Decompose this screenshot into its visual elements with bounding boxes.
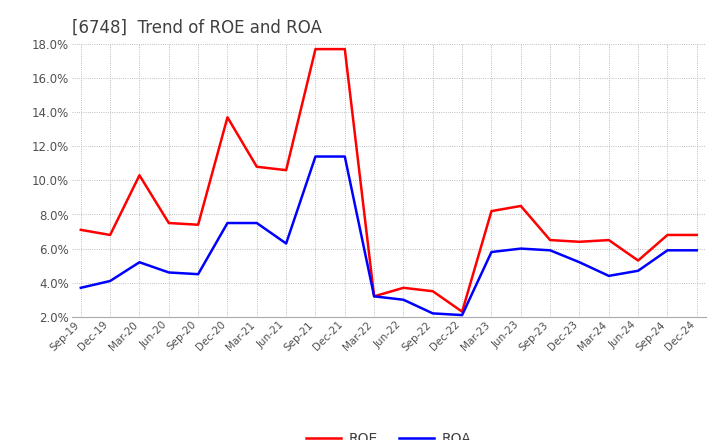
ROA	[282, 241, 290, 246]
ROE	[194, 222, 202, 227]
ROA	[164, 270, 173, 275]
ROE	[76, 227, 85, 232]
ROE	[253, 164, 261, 169]
ROA	[370, 294, 379, 299]
ROE	[370, 294, 379, 299]
ROA	[311, 154, 320, 159]
ROE	[428, 289, 437, 294]
ROE	[693, 232, 701, 238]
ROA	[194, 271, 202, 277]
ROA	[135, 260, 144, 265]
ROE	[135, 172, 144, 178]
ROE	[634, 258, 642, 263]
ROA	[341, 154, 349, 159]
ROA	[487, 249, 496, 255]
Legend: ROE, ROA: ROE, ROA	[300, 427, 477, 440]
Line: ROE: ROE	[81, 49, 697, 312]
ROA	[634, 268, 642, 273]
ROE	[282, 168, 290, 173]
ROA	[428, 311, 437, 316]
ROE	[311, 47, 320, 52]
ROE	[399, 285, 408, 290]
ROA	[253, 220, 261, 226]
ROA	[223, 220, 232, 226]
Line: ROA: ROA	[81, 157, 697, 315]
ROE	[223, 115, 232, 120]
ROE	[516, 203, 525, 209]
ROA	[76, 285, 85, 290]
ROE	[106, 232, 114, 238]
ROE	[458, 309, 467, 314]
ROA	[516, 246, 525, 251]
ROA	[458, 312, 467, 318]
ROA	[693, 248, 701, 253]
ROE	[341, 47, 349, 52]
ROE	[164, 220, 173, 226]
ROE	[663, 232, 672, 238]
ROA	[605, 273, 613, 279]
ROA	[546, 248, 554, 253]
ROA	[399, 297, 408, 302]
ROE	[605, 238, 613, 243]
ROA	[663, 248, 672, 253]
ROE	[487, 209, 496, 214]
ROA	[575, 260, 584, 265]
ROE	[575, 239, 584, 244]
Text: [6748]  Trend of ROE and ROA: [6748] Trend of ROE and ROA	[72, 19, 322, 37]
ROE	[546, 238, 554, 243]
ROA	[106, 279, 114, 284]
